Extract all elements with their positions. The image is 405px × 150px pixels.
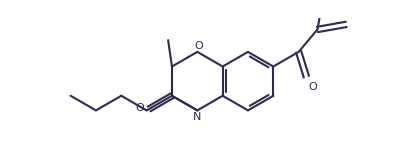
Text: O: O — [309, 82, 318, 92]
Text: O: O — [194, 41, 203, 51]
Text: N: N — [193, 112, 202, 122]
Text: O: O — [136, 103, 145, 113]
